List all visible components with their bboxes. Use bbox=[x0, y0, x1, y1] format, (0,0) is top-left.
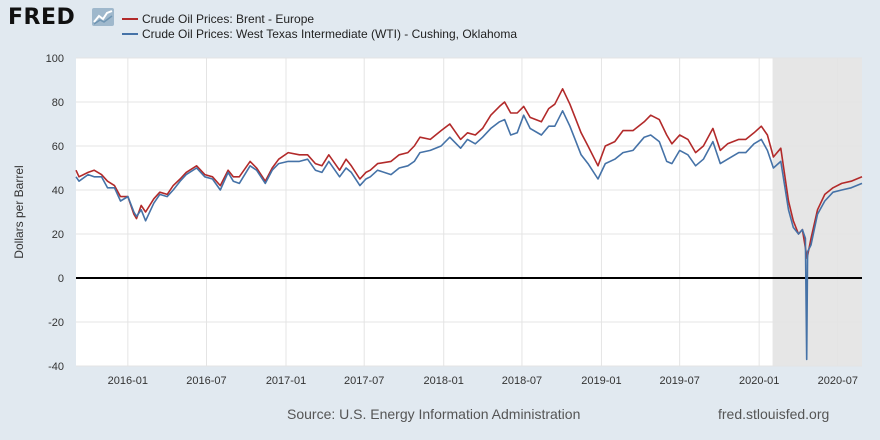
series-line-wti[interactable] bbox=[75, 110, 863, 361]
x-tick-label: 2018-01 bbox=[424, 375, 464, 387]
legend-item-brent[interactable]: Crude Oil Prices: Brent - Europe bbox=[122, 11, 517, 26]
x-tick-label: 2020-01 bbox=[739, 375, 779, 387]
plot-area bbox=[76, 58, 862, 366]
y-tick-label: 80 bbox=[52, 97, 64, 109]
y-tick-label: -40 bbox=[48, 361, 64, 373]
site-link[interactable]: fred.stlouisfed.org bbox=[718, 406, 830, 422]
x-tick-label: 2016-07 bbox=[186, 375, 226, 387]
legend-label-brent: Crude Oil Prices: Brent - Europe bbox=[142, 11, 315, 26]
legend-swatch-wti bbox=[122, 32, 138, 35]
series-line-brent[interactable] bbox=[75, 88, 863, 260]
x-tick-label: 2019-07 bbox=[659, 375, 699, 387]
fred-logo[interactable]: FRED bbox=[8, 5, 76, 30]
legend-swatch-brent bbox=[122, 17, 138, 20]
y-tick-label: 100 bbox=[46, 53, 64, 65]
x-tick-label: 2017-01 bbox=[266, 375, 306, 387]
y-tick-label: 40 bbox=[52, 185, 64, 197]
y-tick-label: 60 bbox=[52, 141, 64, 153]
trend-line-icon bbox=[92, 8, 114, 26]
chart-legend: Crude Oil Prices: Brent - Europe Crude O… bbox=[122, 11, 517, 41]
x-tick-label: 2019-01 bbox=[581, 375, 621, 387]
source-note: Source: U.S. Energy Information Administ… bbox=[287, 406, 581, 422]
y-tick-label: 20 bbox=[52, 229, 64, 241]
legend-item-wti[interactable]: Crude Oil Prices: West Texas Intermediat… bbox=[122, 26, 517, 41]
x-tick-label: 2020-07 bbox=[818, 375, 858, 387]
x-tick-label: 2018-07 bbox=[502, 375, 542, 387]
line-chart[interactable]: -40 -20 0 20 40 60 80 100 2016-01 2016-07 2017-01 2… bbox=[0, 0, 880, 400]
y-tick-label: -20 bbox=[48, 317, 64, 329]
y-tick-label: 0 bbox=[58, 273, 64, 285]
x-tick-label: 2016-01 bbox=[108, 375, 148, 387]
x-tick-label: 2017-07 bbox=[344, 375, 384, 387]
legend-label-wti: Crude Oil Prices: West Texas Intermediat… bbox=[142, 26, 518, 41]
